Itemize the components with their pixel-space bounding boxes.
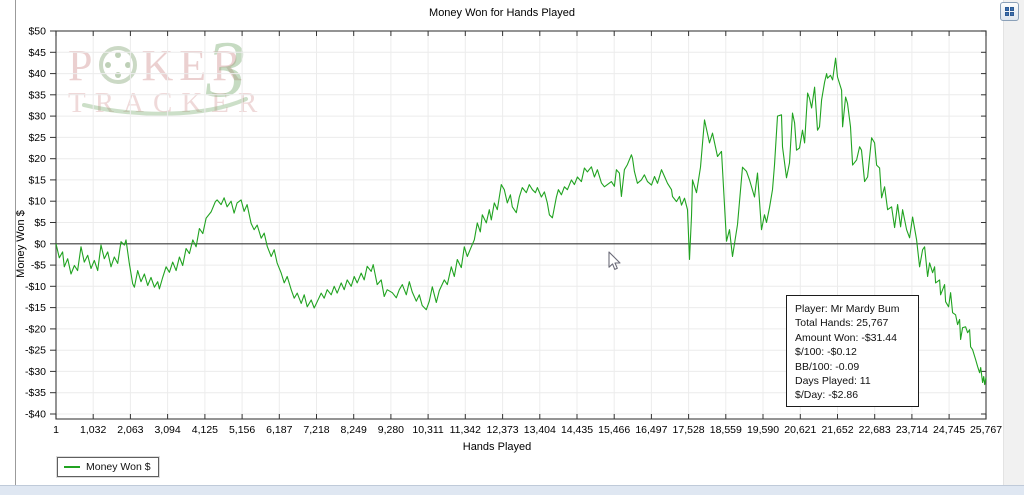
x-tick-label: 13,404 (524, 424, 556, 436)
y-tick-label: -$40 (25, 409, 46, 421)
x-tick-label: 1,032 (80, 424, 106, 436)
y-tick-label: -$5 (31, 260, 46, 272)
x-tick-label: 20,621 (784, 424, 816, 436)
y-tick-label: -$35 (25, 387, 46, 399)
y-tick-label: $10 (28, 196, 46, 208)
x-tick-label: 24,745 (933, 424, 965, 436)
x-tick-label: 11,342 (450, 424, 481, 436)
y-axis-title: Money Won $ (15, 210, 27, 278)
y-tick-label: $0 (34, 238, 46, 250)
x-tick-label: 7,218 (303, 424, 329, 436)
x-tick-label: 4,125 (192, 424, 218, 436)
money-won-series-line (55, 57, 987, 386)
right-scroll-strip (1003, 0, 1024, 494)
x-tick-label: 2,063 (117, 424, 143, 436)
y-tick-label: $25 (28, 132, 46, 144)
y-tick-label: $5 (34, 217, 46, 229)
y-tick-label: $45 (28, 47, 46, 59)
y-tick-label: -$20 (25, 323, 46, 335)
stat-days-played: Days Played: 11 (795, 375, 871, 388)
y-tick-label: $20 (28, 153, 46, 165)
y-tick-label: $30 (28, 111, 46, 123)
y-tick-label: -$25 (25, 345, 46, 357)
x-tick-label: 21,652 (821, 424, 853, 436)
x-tick-label: 5,156 (229, 424, 255, 436)
x-axis-title: Hands Played (462, 441, 532, 453)
x-tick-label: 17,528 (673, 424, 705, 436)
plot-border (55, 30, 987, 420)
x-tick-label: 19,590 (747, 424, 779, 436)
x-tick-label: 16,497 (635, 424, 667, 436)
x-tick-label: 1 (53, 424, 59, 436)
stat-dollar-per-day: $/Day: -$2.86 (795, 389, 859, 402)
x-tick-label: 23,714 (896, 424, 928, 436)
x-tick-label: 3,094 (154, 424, 180, 436)
x-tick-label: 12,373 (487, 424, 519, 436)
x-tick-label: 15,466 (598, 424, 630, 436)
x-tick-label: 8,249 (341, 424, 367, 436)
chart-title: Money Won for Hands Played (429, 7, 575, 19)
legend-line-swatch (64, 466, 80, 468)
grid-icon (1005, 7, 1014, 16)
x-tick-label: 9,280 (378, 424, 404, 436)
y-tick-label: $15 (28, 174, 46, 186)
y-tick-label: $35 (28, 89, 46, 101)
x-tick-label: 22,683 (859, 424, 891, 436)
stat-player: Player: Mr Mardy Bum (795, 303, 900, 315)
x-tick-label: 6,187 (266, 424, 292, 436)
x-tick-label: 25,767 (970, 424, 1002, 436)
x-tick-label: 14,435 (561, 424, 593, 436)
chart-legend: Money Won $ (57, 457, 159, 477)
y-tick-label: $50 (28, 26, 46, 38)
panel-grid-button[interactable] (1000, 2, 1019, 21)
y-tick-label: -$30 (25, 366, 46, 378)
y-tick-label: $40 (28, 68, 46, 80)
legend-label: Money Won $ (86, 461, 151, 473)
stat-total-hands: Total Hands: 25,767 (795, 317, 889, 330)
stat-amount-won: Amount Won: -$31.44 (795, 331, 897, 344)
x-tick-label: 10,311 (412, 424, 443, 436)
panel-left-border (15, 0, 16, 494)
player-stats-box: Player: Mr Mardy Bum Total Hands: 25,767… (786, 295, 919, 407)
y-tick-label: -$10 (25, 281, 46, 293)
x-tick-label: 18,559 (710, 424, 742, 436)
stat-dollar-per-100: $/100: -$0.12 (795, 346, 857, 359)
y-tick-label: -$15 (25, 302, 46, 314)
mouse-cursor (608, 251, 621, 270)
stat-bb-per-100: BB/100: -0.09 (795, 360, 860, 373)
bottom-panel-strip (0, 485, 1024, 495)
